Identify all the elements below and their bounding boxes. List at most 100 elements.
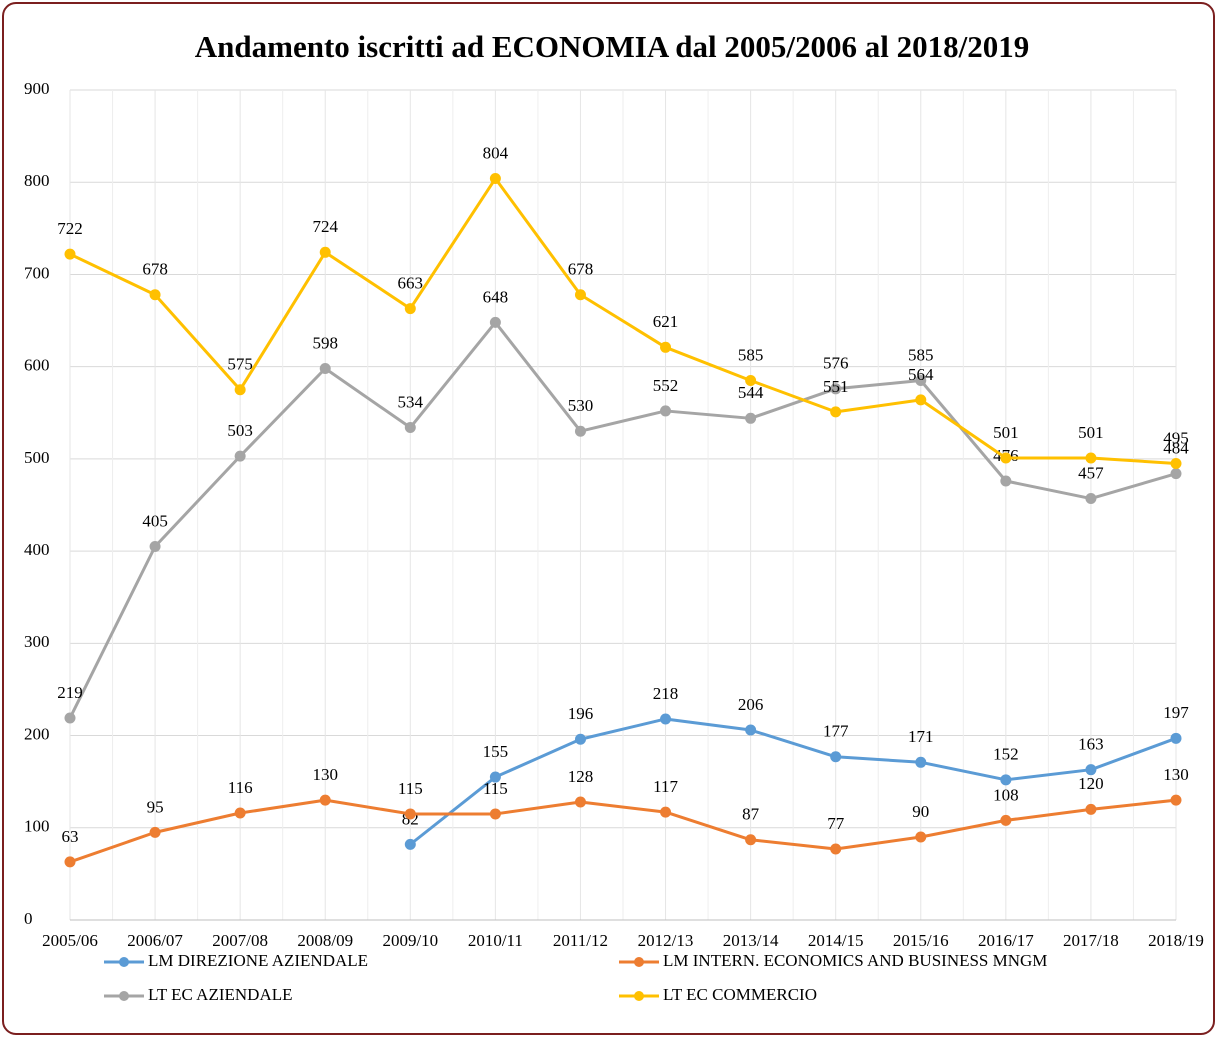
- series-line: [409, 717, 1177, 846]
- data-point: [149, 826, 161, 838]
- legend-label: LT EC COMMERCIO: [663, 985, 817, 1004]
- data-label: 575: [227, 355, 253, 374]
- x-tick-label: 2013/14: [723, 931, 779, 950]
- x-tick-label: 2010/11: [468, 931, 523, 950]
- data-point: [234, 384, 246, 396]
- data-point: [234, 450, 246, 462]
- series-line: [69, 798, 1177, 864]
- data-point: [319, 363, 331, 375]
- data-point: [404, 422, 416, 434]
- data-point: [1000, 814, 1012, 826]
- data-point: [830, 383, 842, 395]
- data-point: [1085, 764, 1097, 776]
- data-label: 724: [312, 217, 338, 236]
- data-label: 678: [568, 260, 594, 279]
- x-tick-label: 2006/07: [127, 931, 183, 950]
- data-point: [1000, 475, 1012, 487]
- x-tick-label: 2018/19: [1148, 931, 1204, 950]
- data-point: [745, 724, 757, 736]
- chart: Andamento iscritti ad ECONOMIA dal 2005/…: [24, 29, 1204, 1004]
- data-label: 219: [57, 683, 83, 702]
- data-point: [1085, 803, 1097, 815]
- data-label: 115: [483, 779, 508, 798]
- data-label: 115: [398, 779, 423, 798]
- data-point: [660, 806, 672, 818]
- x-tick-label: 2007/08: [212, 931, 268, 950]
- x-tick-label: 2011/12: [553, 931, 608, 950]
- x-tick-label: 2008/09: [297, 931, 353, 950]
- y-tick-label: 400: [24, 540, 50, 559]
- data-label: 484: [1163, 439, 1189, 458]
- data-label: 128: [568, 767, 594, 786]
- data-point: [1170, 732, 1182, 744]
- data-label: 564: [908, 365, 934, 384]
- y-tick-label: 200: [24, 724, 50, 743]
- data-label: 678: [142, 260, 168, 279]
- data-point: [489, 808, 501, 820]
- y-tick-label: 100: [24, 817, 50, 836]
- data-point: [830, 751, 842, 763]
- data-label: 530: [568, 396, 594, 415]
- data-label: 648: [483, 287, 509, 306]
- data-label: 63: [62, 827, 79, 846]
- data-point: [319, 246, 331, 258]
- data-point: [1170, 794, 1182, 806]
- legend-marker: [119, 957, 129, 967]
- data-label: 457: [1078, 463, 1104, 482]
- data-point: [915, 831, 927, 843]
- x-tick-label: 2017/18: [1063, 931, 1119, 950]
- data-label: 130: [312, 765, 338, 784]
- data-point: [574, 733, 586, 745]
- x-tick-label: 2009/10: [382, 931, 438, 950]
- x-tick-label: 2014/15: [808, 931, 864, 950]
- y-tick-label: 600: [24, 356, 50, 375]
- x-tick-label: 2015/16: [893, 931, 949, 950]
- data-label: 163: [1078, 735, 1104, 754]
- data-point: [1085, 493, 1097, 505]
- data-point: [830, 406, 842, 418]
- data-label: 544: [738, 383, 764, 402]
- y-tick-label: 300: [24, 632, 50, 651]
- data-point: [489, 316, 501, 328]
- data-label: 722: [57, 219, 83, 238]
- data-label: 552: [653, 376, 679, 395]
- data-point: [915, 375, 927, 386]
- data-point: [745, 834, 757, 846]
- data-point: [745, 412, 757, 424]
- data-label: 77: [827, 814, 845, 833]
- y-tick-label: 900: [24, 79, 50, 98]
- data-label: 218: [653, 684, 679, 703]
- data-point: [1000, 774, 1012, 786]
- data-label: 501: [1078, 423, 1104, 442]
- y-tick-label: 500: [24, 448, 50, 467]
- data-point: [1170, 468, 1182, 480]
- data-point: [149, 289, 161, 301]
- data-label: 804: [483, 143, 509, 162]
- data-point: [404, 303, 416, 315]
- data-point: [915, 756, 927, 768]
- legend-marker: [634, 957, 644, 967]
- data-label: 495: [1163, 428, 1189, 447]
- data-label: 155: [483, 742, 509, 761]
- data-label: 120: [1078, 774, 1104, 793]
- legend-marker: [634, 991, 644, 1001]
- data-label: 405: [142, 511, 168, 530]
- series-line: [69, 177, 1177, 465]
- data-point: [830, 843, 842, 855]
- data-point: [1000, 452, 1012, 464]
- x-tick-label: 2012/13: [638, 931, 694, 950]
- data-label: 551: [823, 377, 849, 396]
- data-label: 585: [908, 345, 934, 364]
- x-tick-label: 2005/06: [42, 931, 98, 950]
- y-tick-label: 0: [24, 909, 33, 928]
- data-point: [319, 794, 331, 806]
- data-label: 621: [653, 312, 679, 331]
- data-label: 152: [993, 745, 1019, 764]
- legend-label: LT EC AZIENDALE: [148, 985, 293, 1004]
- data-point: [489, 173, 501, 185]
- data-point: [234, 807, 246, 819]
- data-point: [1170, 458, 1182, 469]
- data-point: [660, 405, 672, 417]
- data-label: 503: [227, 421, 253, 440]
